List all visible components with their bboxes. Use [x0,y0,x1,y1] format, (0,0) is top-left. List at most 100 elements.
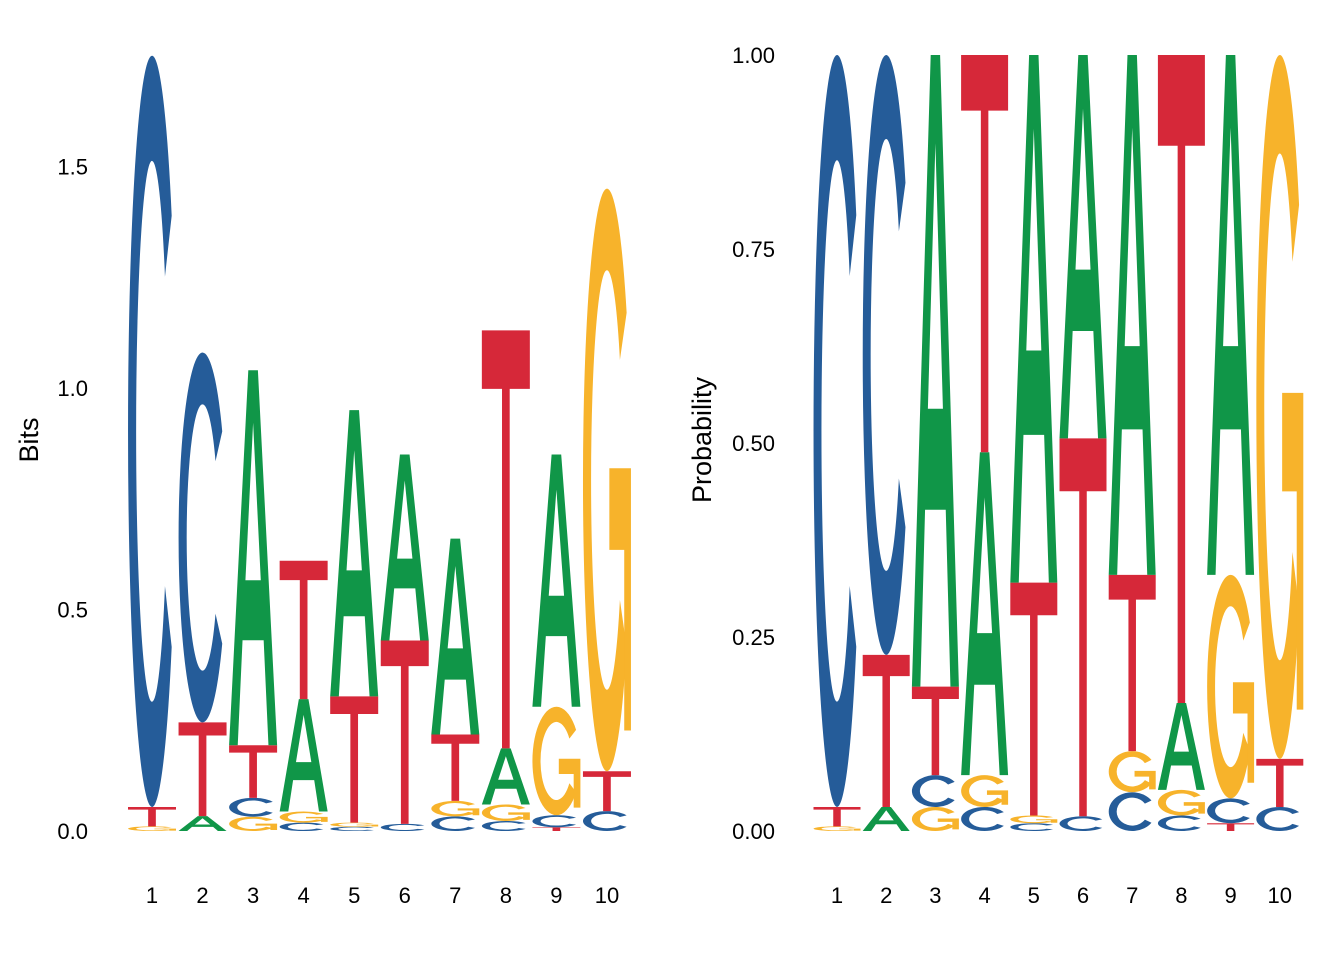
letter-shape [380,454,429,641]
letter-shape [1282,392,1304,710]
logo-letter-T [279,560,328,700]
logo-letter-A [911,55,959,687]
letter-shape [279,699,328,812]
logo-letter-A [380,454,429,641]
y-tick-label: 0.5 [57,598,88,623]
logo-column-1 [813,55,861,831]
x-tick-label: 3 [929,883,941,908]
logo-letter-T [1108,574,1156,752]
letter-shape [1183,802,1205,814]
letter-shape [431,816,475,831]
letter-shape [1157,815,1201,831]
logo-letter-G [1108,751,1156,793]
letter-shape [457,808,480,816]
logo-letter-C [481,820,526,831]
logo-letter-T [1157,55,1205,703]
bits-axis-label: Bits [14,417,44,462]
logo-letter-A [862,806,910,831]
letter-shape [1108,574,1156,752]
logo-letter-G [961,775,1009,807]
letter-shape [1207,574,1250,799]
logo-letter-G [532,706,581,816]
letter-shape [229,816,273,831]
logo-letter-C [532,815,577,828]
logo-letter-C [1059,816,1103,831]
letter-shape [1010,582,1058,816]
letter-shape [532,454,581,707]
letter-shape [481,748,530,805]
letter-shape [937,818,959,830]
letter-shape [609,468,631,731]
letter-shape [481,330,530,749]
logo-column-9 [1207,55,1255,831]
x-tick-label: 1 [831,883,843,908]
x-tick-label: 10 [595,883,619,908]
letter-shape [279,811,324,823]
letter-shape [862,654,910,807]
bits-logo-panel: 0.0 0.5 1.0 1.5 1 2 3 4 5 6 7 8 9 10 [57,55,631,908]
letter-shape [911,686,959,776]
letter-shape [961,452,1009,776]
letter-shape [356,824,379,827]
letter-shape [986,790,1009,805]
logo-column-7 [1108,55,1156,831]
logo-letter-G [330,822,379,827]
logo-letter-T [1010,582,1058,816]
logo-letter-A [961,452,1009,776]
logo-letter-T [911,686,959,776]
letter-shape [330,696,379,823]
logo-letter-T [229,745,278,798]
logo-letter-G [1207,574,1255,799]
logo-column-10 [582,188,631,831]
y-tick-label: 0.25 [732,625,775,650]
letter-shape [911,775,955,807]
logo-letter-C [813,55,857,807]
x-tick-label: 2 [196,883,208,908]
y-tick-label: 0.75 [732,237,775,262]
logo-column-6 [1059,55,1107,831]
y-tick-label: 0.0 [57,819,88,844]
letter-shape [1108,751,1152,793]
logo-letter-A [1207,55,1255,575]
letter-shape [558,758,581,808]
letter-shape [1010,823,1054,831]
letter-shape [582,771,631,812]
letter-shape [1108,55,1156,575]
x-tick-label: 5 [1028,883,1040,908]
logo-letter-C [128,55,172,807]
letter-shape [1010,55,1058,583]
x-tick-label: 8 [1175,883,1187,908]
logo-column-4 [279,560,328,831]
letter-shape [508,812,530,820]
logo-column-2 [862,55,910,831]
logo-letter-T [380,640,429,824]
letter-shape [1207,823,1255,831]
logo-letter-C [1207,798,1250,824]
letter-shape [380,640,429,824]
logo-letter-T [1207,823,1255,831]
logo-letter-G [229,816,278,831]
letter-shape [532,815,577,828]
letter-shape [582,811,627,831]
logo-letter-A [229,370,278,746]
letter-shape [481,820,526,831]
letter-shape [1157,702,1205,790]
letter-shape [380,823,425,831]
logo-letter-C [911,775,955,807]
logo-letter-G [128,826,176,831]
x-tick-label: 10 [1268,883,1292,908]
logo-letter-C [961,806,1004,831]
logo-column-1 [128,55,176,831]
x-tick-label: 1 [146,883,158,908]
letter-shape [1256,55,1300,759]
letter-shape [961,55,1009,453]
letter-shape [582,188,627,772]
logo-letter-A [1059,55,1107,439]
y-tick-label: 1.5 [57,155,88,180]
logo-letter-A [330,410,379,697]
letter-shape [1108,792,1152,831]
logo-letter-G [481,804,530,821]
letter-shape [330,826,374,831]
letter-shape [1256,806,1300,831]
letter-shape [1157,55,1205,703]
